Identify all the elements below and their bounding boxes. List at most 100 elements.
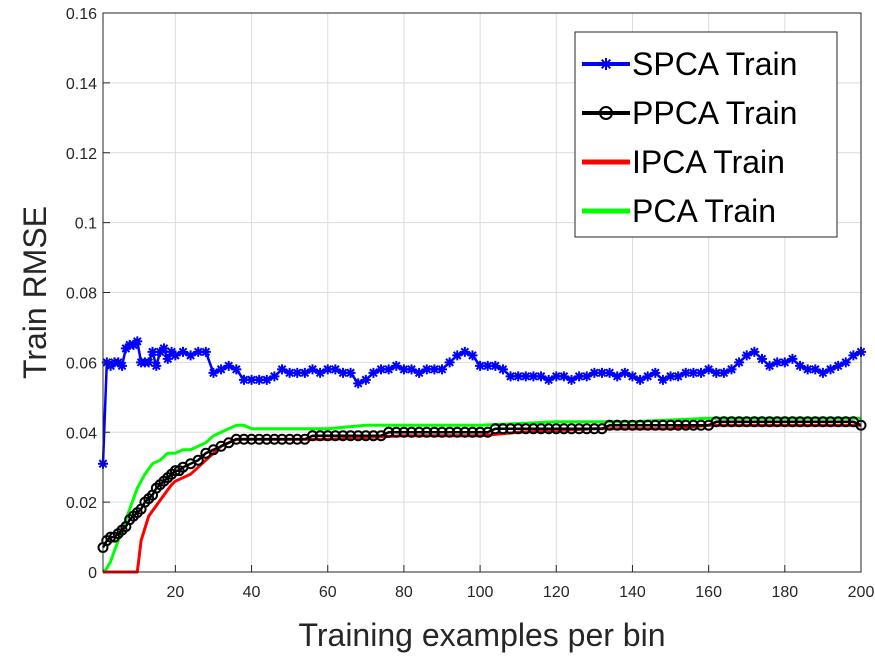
- circle-marker: [687, 419, 699, 431]
- asterisk-marker: [337, 367, 348, 378]
- y-tick-label: 0.02: [66, 495, 97, 512]
- circle-marker: [352, 430, 364, 442]
- circle-marker: [710, 416, 722, 428]
- asterisk-marker: [376, 364, 387, 375]
- asterisk-marker: [330, 364, 341, 375]
- asterisk-marker: [665, 371, 676, 382]
- asterisk-marker: [254, 374, 265, 385]
- asterisk-marker: [238, 374, 249, 385]
- circle-marker: [619, 419, 631, 431]
- circle-marker: [360, 430, 372, 442]
- asterisk-marker: [726, 364, 737, 375]
- circle-marker: [566, 423, 578, 435]
- circle-marker: [367, 430, 379, 442]
- asterisk-marker: [802, 364, 813, 375]
- circle-marker: [733, 416, 745, 428]
- asterisk-marker: [657, 374, 668, 385]
- circle-marker: [413, 426, 425, 438]
- circle-marker: [451, 426, 463, 438]
- asterisk-marker: [543, 374, 554, 385]
- asterisk-marker: [158, 343, 169, 354]
- circle-marker: [665, 419, 677, 431]
- asterisk-marker: [162, 353, 173, 364]
- asterisk-marker: [170, 350, 181, 361]
- circle-marker: [398, 426, 410, 438]
- asterisk-marker: [345, 367, 356, 378]
- x-tick-label: 120: [543, 584, 570, 601]
- asterisk-marker: [155, 346, 166, 357]
- circle-marker: [238, 433, 250, 445]
- circle-marker: [466, 426, 478, 438]
- asterisk-marker: [635, 374, 646, 385]
- asterisk-marker: [589, 367, 600, 378]
- circle-marker: [599, 106, 613, 120]
- circle-marker: [329, 430, 341, 442]
- circle-marker: [771, 416, 783, 428]
- asterisk-marker: [383, 364, 394, 375]
- circle-marker: [558, 423, 570, 435]
- circle-marker: [588, 423, 600, 435]
- asterisk-marker: [452, 350, 463, 361]
- asterisk-marker: [398, 364, 409, 375]
- circle-marker: [764, 416, 776, 428]
- x-axis-label: Training examples per bin: [299, 617, 666, 653]
- circle-marker: [680, 419, 692, 431]
- circle-marker: [406, 426, 418, 438]
- asterisk-marker: [703, 364, 714, 375]
- x-tick-label: 200: [848, 584, 875, 601]
- asterisk-marker: [406, 364, 417, 375]
- asterisk-marker: [315, 367, 326, 378]
- asterisk-marker: [848, 350, 859, 361]
- asterisk-marker: [284, 367, 295, 378]
- asterisk-marker: [185, 350, 196, 361]
- series-layer: [97, 336, 867, 574]
- legend: SPCA Train PPCA Train IPCA Train PCA Train: [574, 31, 838, 238]
- asterisk-marker: [566, 374, 577, 385]
- circle-marker: [345, 430, 357, 442]
- asterisk-marker: [132, 336, 143, 347]
- circle-marker: [436, 426, 448, 438]
- asterisk-marker: [497, 364, 508, 375]
- circle-marker: [725, 416, 737, 428]
- asterisk-marker: [482, 360, 493, 371]
- circle-marker: [748, 416, 760, 428]
- circle-marker: [550, 423, 562, 435]
- circle-marker: [390, 426, 402, 438]
- circle-marker: [581, 423, 593, 435]
- asterisk-marker: [246, 374, 257, 385]
- circle-marker: [284, 433, 296, 445]
- circle-marker: [672, 419, 684, 431]
- circle-marker: [474, 426, 486, 438]
- circle-marker: [695, 419, 707, 431]
- circle-marker: [543, 423, 555, 435]
- asterisk-marker: [421, 364, 432, 375]
- circle-marker: [756, 416, 768, 428]
- circle-marker: [573, 423, 585, 435]
- asterisk-marker: [292, 367, 303, 378]
- circle-marker: [505, 423, 517, 435]
- asterisk-marker: [147, 346, 158, 357]
- x-tick-label: 100: [467, 584, 494, 601]
- asterisk-marker: [490, 360, 501, 371]
- circle-marker: [634, 419, 646, 431]
- asterisk-marker: [505, 371, 516, 382]
- y-tick-label: 0.16: [66, 6, 97, 23]
- asterisk-marker: [696, 367, 707, 378]
- circle-marker: [230, 433, 242, 445]
- asterisk-marker: [833, 360, 844, 371]
- asterisk-marker: [513, 371, 524, 382]
- asterisk-marker: [117, 360, 128, 371]
- asterisk-marker: [200, 346, 211, 357]
- legend-label: PPCA Train: [632, 95, 797, 131]
- legend-item: IPCA Train: [582, 144, 785, 180]
- asterisk-marker: [787, 353, 798, 364]
- asterisk-marker: [475, 360, 486, 371]
- circle-marker: [657, 419, 669, 431]
- circle-marker: [649, 419, 661, 431]
- asterisk-marker: [105, 360, 116, 371]
- asterisk-marker: [718, 367, 729, 378]
- circle-marker: [268, 433, 280, 445]
- asterisk-marker: [574, 371, 585, 382]
- circle-marker: [642, 419, 654, 431]
